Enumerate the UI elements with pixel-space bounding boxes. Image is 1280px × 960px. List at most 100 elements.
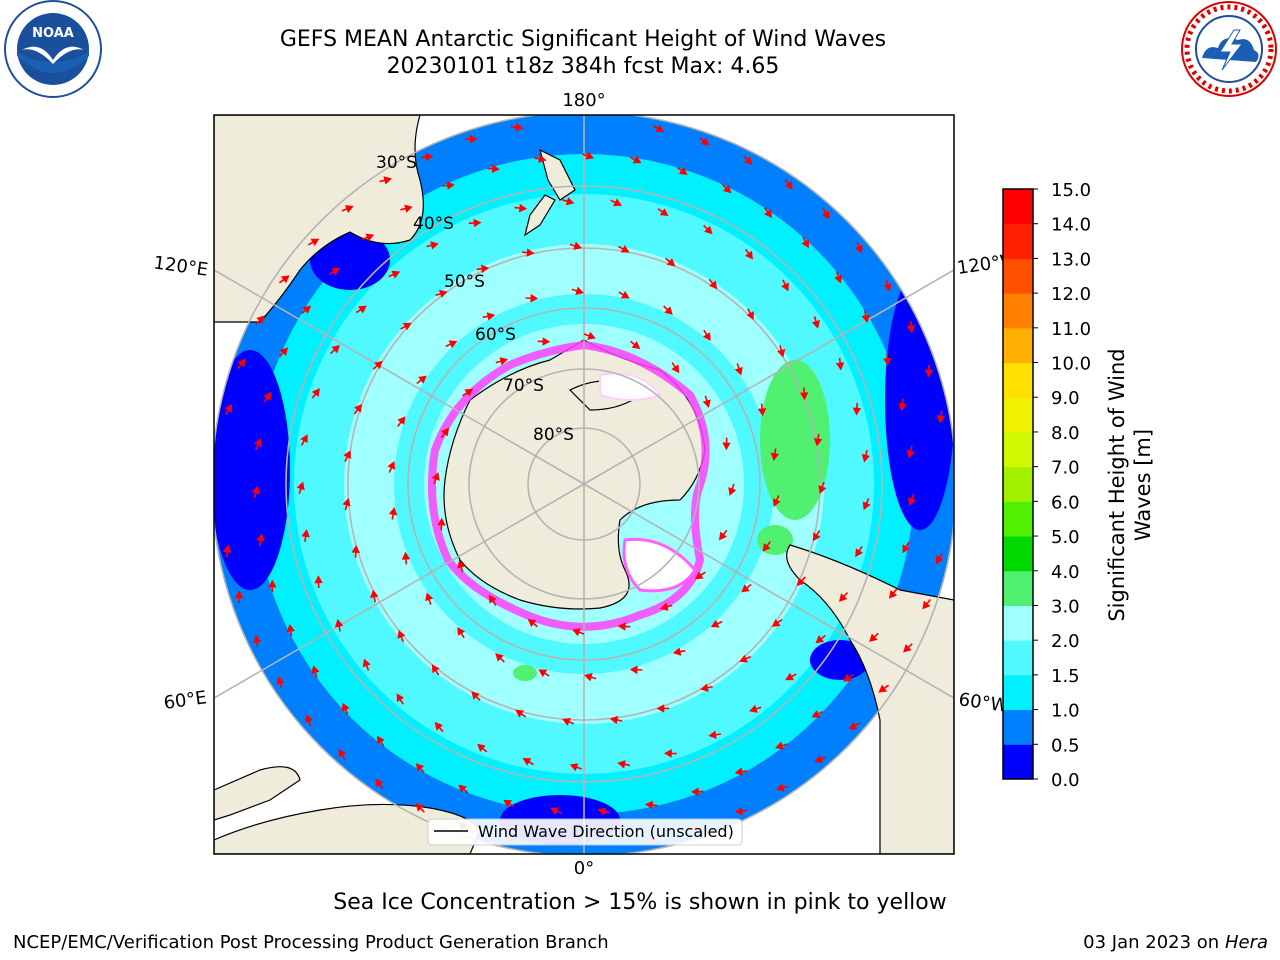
wind-wave-arrow — [644, 800, 658, 810]
lat-label-60: 60°S — [475, 325, 516, 345]
sea-ice-edge — [428, 340, 710, 631]
lat-label-40: 40°S — [413, 214, 454, 234]
wind-wave-arrow — [338, 748, 347, 761]
wind-wave-arrow — [906, 320, 916, 334]
wind-wave-arrow — [703, 224, 713, 235]
lon-label-lower-right: 60°W — [957, 689, 1009, 717]
wind-wave-arrow — [781, 279, 789, 292]
wind-wave-arrow — [702, 395, 711, 409]
colorbar-tick-label: 12.0 — [1051, 284, 1091, 305]
wind-wave-arrow — [362, 233, 375, 242]
colorbar-segment — [1003, 258, 1033, 294]
wind-wave-arrow — [581, 151, 595, 160]
wind-wave-arrow — [251, 485, 260, 499]
latitude-labels: 30°S 40°S 50°S 60°S 70°S 80°S — [376, 153, 574, 445]
wind-wave-arrow — [813, 433, 823, 447]
colorbar-segment — [1003, 640, 1033, 676]
lat-label-70: 70°S — [503, 376, 544, 396]
wind-wave-arrow — [388, 270, 401, 279]
wind-wave-arrow — [387, 460, 396, 473]
wind-wave-arrow — [821, 207, 830, 220]
lon-label-lower-left: 60°E — [162, 687, 208, 714]
wind-wave-arrow — [487, 164, 500, 174]
wind-wave-arrow — [749, 704, 762, 713]
wind-wave-arrow — [721, 183, 732, 194]
wind-wave-arrow — [728, 483, 737, 496]
wind-wave-arrow — [388, 507, 398, 520]
wind-wave-arrow — [906, 445, 915, 459]
wind-wave-arrow — [431, 472, 440, 485]
wind-wave-arrow — [814, 755, 827, 763]
colorbar-tick-label: 0.5 — [1051, 735, 1080, 756]
wind-wave-arrow — [629, 155, 642, 164]
noaa-logo-text: NOAA — [32, 26, 74, 41]
wind-wave-arrow — [342, 497, 351, 511]
colorbar-segment — [1003, 570, 1033, 606]
wind-wave-arrow — [812, 529, 821, 542]
wind-wave-arrow — [652, 124, 665, 133]
wind-wave-arrow — [672, 647, 686, 656]
wind-wave-arrow — [286, 623, 295, 637]
colorbar-tick-label: 2.0 — [1051, 631, 1080, 652]
wind-wave-arrow — [437, 517, 446, 531]
chart-subtitle: 20230101 t18z 384h fcst Max: 4.65 — [386, 54, 780, 79]
wind-wave-arrow — [796, 576, 806, 587]
wind-wave-arrow — [300, 434, 308, 446]
wind-wave-arrow — [741, 583, 752, 593]
wind-wave-arrow — [617, 622, 631, 631]
wind-wave-arrows — [222, 122, 946, 846]
wind-wave-arrow — [416, 375, 427, 385]
colorbar-tick-label: 8.0 — [1051, 423, 1080, 444]
wind-wave-arrow — [657, 208, 669, 217]
wind-wave-arrow — [397, 416, 406, 427]
wind-wave-arrow — [510, 122, 524, 132]
colorbar-segment — [1003, 293, 1033, 329]
wind-wave-arrow — [300, 305, 312, 315]
wind-wave-arrow — [550, 807, 563, 816]
wind-wave-arrow — [862, 498, 871, 511]
wind-wave-arrow — [400, 204, 413, 213]
wind-wave-arrow — [835, 357, 845, 371]
wind-wave-arrow — [457, 559, 466, 573]
wind-wave-arrow — [569, 241, 583, 250]
wind-wave-arrow — [708, 278, 718, 290]
wind-wave-arrow — [440, 427, 450, 439]
wind-wave-arrow — [379, 176, 392, 185]
colorbar-tick-label: 11.0 — [1051, 319, 1091, 340]
colorbar-tick-label: 13.0 — [1051, 249, 1091, 270]
wind-wave-arrow — [376, 735, 385, 747]
colorbar-segment — [1003, 223, 1033, 259]
footer-date: 03 Jan 2023 on Hera — [1083, 932, 1268, 953]
colorbar-segment — [1003, 189, 1033, 225]
colorbar-tick-label: 10.0 — [1051, 354, 1091, 375]
wind-wave-arrow — [278, 275, 290, 284]
wind-wave-arrow — [341, 702, 350, 715]
wind-wave-arrow — [301, 529, 310, 542]
colorbar-segment — [1003, 709, 1033, 745]
colorbar-segment — [1003, 466, 1033, 502]
wind-wave-arrow — [571, 286, 584, 295]
wind-wave-arrow — [815, 634, 826, 644]
colorbar-tick-label: 1.0 — [1051, 701, 1080, 722]
wind-wave-arrow — [256, 533, 265, 546]
wind-wave-arrow — [834, 271, 843, 284]
wind-wave-arrow — [744, 248, 753, 260]
noaa-logo: NOAA — [4, 0, 102, 98]
wind-wave-arrow — [503, 799, 515, 808]
wind-wave-arrow — [902, 541, 910, 554]
legend-label: Wind Wave Direction (unscaled) — [478, 822, 734, 841]
sea-ice-note: Sea Ice Concentration > 15% is shown in … — [333, 890, 947, 915]
land — [214, 115, 954, 854]
wind-wave-arrow — [370, 589, 379, 603]
wind-wave-arrow — [610, 198, 623, 207]
wind-wave-arrow — [457, 626, 466, 639]
wind-wave-arrow — [694, 571, 706, 580]
wind-wave-arrow — [924, 364, 934, 378]
wind-wave-arrow — [775, 741, 788, 750]
wind-wave-arrow — [296, 481, 305, 494]
wind-wave-arrow — [618, 245, 630, 253]
colorbar-tick-label: 3.0 — [1051, 596, 1080, 617]
wind-wave-arrow — [799, 387, 809, 401]
lat-label-30: 30°S — [376, 153, 417, 173]
